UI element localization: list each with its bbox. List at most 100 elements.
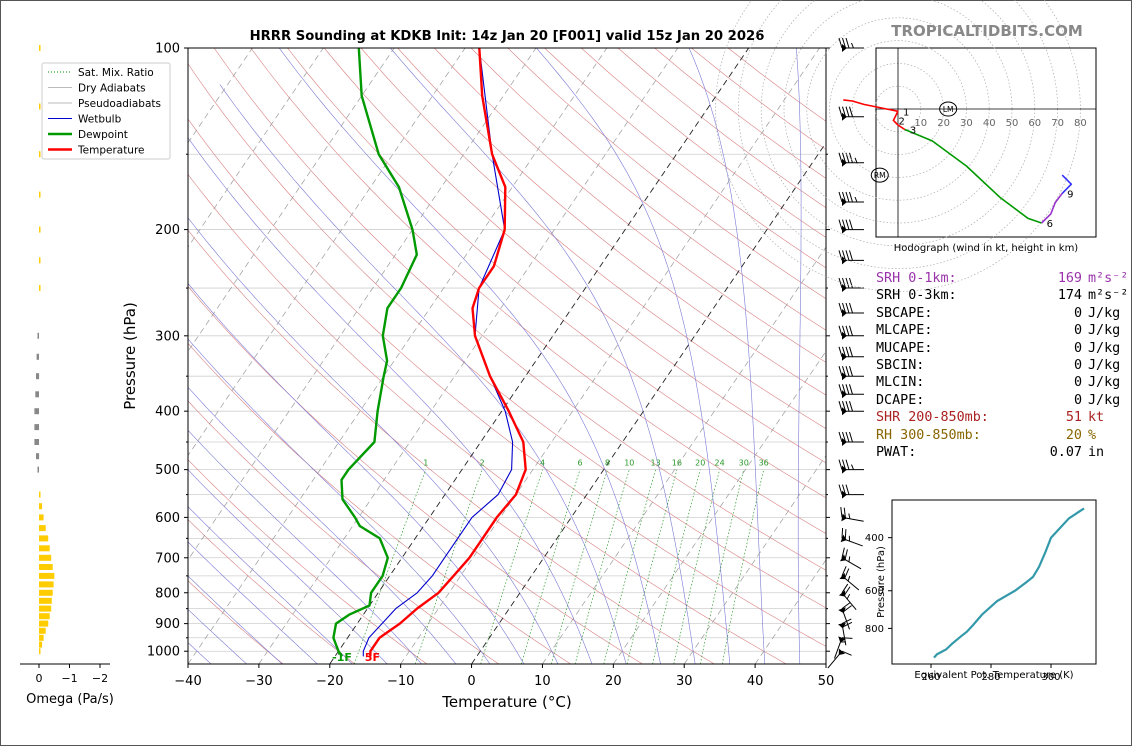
wind-barb	[838, 191, 864, 206]
index-label: SBCIN:	[876, 357, 925, 373]
dry-adiabat	[188, 519, 356, 664]
omega-bar	[39, 545, 50, 552]
index-row: MUCAPE: 0 J/kg	[876, 340, 1120, 357]
hodograph-height-label: 6	[1047, 219, 1053, 230]
index-row: SBCAPE: 0 J/kg	[876, 305, 1120, 322]
temperature-tick-label: 50	[818, 674, 835, 689]
mixing-ratio-line	[480, 469, 543, 664]
wind-barb	[838, 106, 864, 121]
hodograph-segment	[904, 128, 1042, 224]
omega-bar	[39, 597, 52, 604]
wind-barb	[840, 506, 864, 522]
mixing-ratio-line	[414, 469, 483, 664]
mixing-ratio-line	[574, 469, 630, 664]
pressure-tick-label: 1000	[147, 645, 180, 660]
legend-item-dewpoint: Dewpoint	[78, 129, 128, 141]
hodograph-height-label: 3	[910, 126, 916, 137]
mixing-ratio-line	[652, 469, 701, 664]
omega-bar	[39, 589, 53, 596]
wetbulb-profile	[362, 48, 514, 657]
omega-bar	[39, 564, 53, 570]
dry-adiabat	[188, 173, 787, 664]
hodograph-frame	[875, 47, 1097, 238]
index-value: 0.07	[1049, 444, 1082, 460]
index-unit: J/kg	[1088, 392, 1121, 408]
omega-bar	[39, 581, 54, 588]
dry-adiabat	[287, 48, 826, 499]
thetae-y-tick-label: 600	[865, 586, 884, 597]
omega-bar	[39, 257, 41, 264]
omega-bar	[39, 285, 41, 291]
mixing-ratio-label: 6	[577, 459, 582, 468]
legend-item-mixratio: Sat. Mix. Ratio	[78, 67, 154, 79]
hodograph-ring-label: 70	[1051, 118, 1064, 129]
mixing-ratio-line	[521, 469, 581, 664]
index-row: PWAT: 0.07 in	[876, 444, 1116, 461]
thetae-x-tick-label: 300	[1041, 672, 1060, 683]
omega-bar	[39, 503, 43, 510]
dry-adiabat	[188, 285, 643, 664]
index-value: 0	[1073, 357, 1082, 373]
dry-adiabat	[188, 459, 428, 664]
y-axis-label: Pressure (hPa)	[121, 302, 139, 410]
legend-item-wetbulb: Wetbulb	[78, 114, 122, 126]
index-row: SRH 0-3km: 174 m²s⁻²	[876, 287, 1128, 304]
isotherm	[471, 141, 826, 664]
temperature-tick-label: −20	[316, 674, 343, 689]
hodograph-ring-label: 10	[914, 118, 927, 129]
omega-bar	[39, 648, 41, 655]
isotherm	[0, 48, 40, 664]
hodograph-ring-label: 30	[960, 118, 973, 129]
index-unit: m²s⁻²	[1088, 271, 1129, 286]
hodograph-segment	[1061, 174, 1073, 194]
omega-bar	[39, 191, 41, 198]
index-label: MLCAPE:	[876, 323, 933, 339]
omega-bar	[37, 332, 39, 339]
surface-labels: -1F 5F	[332, 651, 380, 664]
isotherm	[188, 48, 608, 664]
dry-adiabat	[188, 63, 826, 609]
wind-barb	[838, 302, 864, 317]
index-value: 51	[1065, 410, 1082, 426]
pressure-tick-label: 200	[155, 223, 180, 238]
wind-barb	[838, 401, 864, 416]
index-unit: in	[1088, 444, 1105, 460]
omega-axis-label: Omega (Pa/s)	[26, 692, 114, 707]
hodograph-ring-label: 20	[937, 118, 950, 129]
omega-bar	[35, 391, 39, 398]
omega-bar	[39, 634, 44, 641]
pressure-tick-label: 800	[155, 586, 180, 601]
index-row: SRH 0-1km: 169 m²s⁻²	[876, 270, 1128, 287]
omega-bar	[39, 514, 44, 521]
index-label: SRH 0-1km:	[876, 271, 957, 286]
storm-motion-marker	[870, 167, 889, 183]
hodograph-segment	[892, 110, 906, 131]
wind-barb	[838, 219, 864, 234]
index-unit: J/kg	[1088, 357, 1121, 373]
dry-adiabat	[188, 118, 826, 647]
omega-tick-label: 0	[36, 672, 43, 685]
omega-bar	[39, 45, 41, 51]
moist-adiabat	[188, 386, 457, 664]
wind-barb	[834, 636, 853, 659]
legend: Sat. Mix. Ratio Dry Adiabats Pseudoadiab…	[41, 62, 171, 160]
index-label: SHR 200-850mb:	[876, 410, 989, 426]
dry-adiabat	[188, 580, 284, 664]
omega-panel: 0 −1 −2	[20, 45, 110, 685]
index-row: DCAPE: 0 J/kg	[876, 392, 1120, 409]
dry-adiabat	[397, 48, 826, 396]
index-label: SBCAPE:	[876, 305, 933, 321]
dry-adiabat	[470, 48, 826, 331]
index-value: 0	[1073, 323, 1082, 339]
omega-bar	[39, 627, 46, 634]
pressure-ticks: 100 200 300 400 500 600 700 800 900 1000	[147, 42, 830, 660]
thetae-frame	[891, 499, 1097, 665]
omega-bar	[39, 554, 52, 561]
moist-adiabat	[390, 48, 696, 664]
wind-barb	[840, 547, 862, 570]
index-value: 169	[1057, 271, 1082, 286]
index-label: PWAT:	[876, 444, 917, 460]
storm-motion-label: LM	[943, 105, 954, 114]
index-unit: %	[1088, 427, 1097, 443]
hodograph-height-label: 2	[898, 116, 904, 127]
